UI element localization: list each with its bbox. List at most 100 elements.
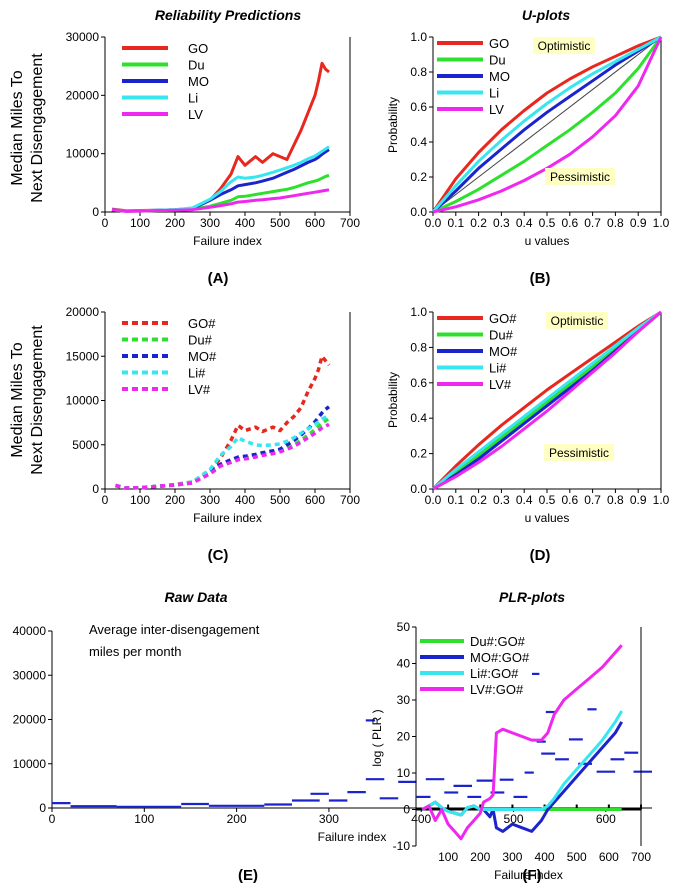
series-line-go: [115, 354, 331, 490]
x-tick-label: 600: [305, 493, 325, 507]
series-line-go: [111, 61, 330, 213]
annotation-box: [533, 37, 595, 54]
x-tick-label: 0.9: [630, 216, 647, 230]
x-tick-label: 100: [130, 216, 150, 230]
x-tick-label: 500: [270, 493, 290, 507]
legend-label: LV#: [188, 382, 211, 397]
y-tick-label: 0: [92, 205, 99, 219]
y-tick-label: 5000: [72, 438, 99, 452]
shared-ylabel-top-c: Median Miles To: [9, 342, 26, 457]
legend-label: LV#:GO#: [470, 682, 524, 697]
legend-label: Du#:GO#: [470, 634, 526, 649]
x-axis-label: u values: [525, 511, 570, 525]
x-tick-label: 0.6: [561, 216, 578, 230]
y-tick-label: 0.8: [410, 65, 427, 79]
x-tick-label: 500: [567, 850, 587, 864]
legend-label: LV: [489, 102, 504, 117]
legend-label: MO#: [489, 344, 518, 359]
x-tick-label: 100: [130, 493, 150, 507]
series-line-go: [431, 35, 662, 213]
x-axis-label: Failure index: [318, 830, 387, 844]
x-tick-label: 0.4: [516, 216, 533, 230]
chart-f: PLR-plots 100 200 300 400 500 600 700 -10 0 10 20 30…: [370, 589, 651, 882]
x-tick-label: 200: [165, 493, 185, 507]
x-tick-label: 0: [102, 493, 109, 507]
legend-label: GO: [188, 41, 208, 56]
y-tick-label: 0.4: [410, 411, 427, 425]
caption-f: (F): [522, 867, 541, 884]
x-tick-label: 500: [270, 216, 290, 230]
y-tick-label: 0: [92, 482, 99, 496]
x-tick-label: 400: [235, 493, 255, 507]
x-axis-label: u values: [525, 234, 570, 248]
x-tick-label: 700: [340, 493, 360, 507]
series-line-lvgo: [421, 644, 623, 841]
chart-title: PLR-plots: [499, 589, 565, 605]
series-line-lv: [115, 422, 330, 490]
legend-label: Du#: [489, 328, 514, 343]
annotation-box: [545, 168, 615, 185]
x-tick-label: 0: [49, 812, 56, 826]
y-tick-label: 0: [403, 803, 410, 817]
x-tick-label: 0.0: [425, 493, 442, 507]
y-tick-label: 40: [397, 657, 411, 671]
legend-label: Du: [188, 58, 205, 73]
y-tick-label: 0.2: [410, 447, 427, 461]
series-line-li: [115, 413, 330, 490]
annotation-box: [544, 444, 614, 461]
y-axis-label: log ( PLR ): [370, 709, 384, 766]
y-tick-label: 1.0: [410, 30, 427, 44]
annotation-label: Pessimistic: [549, 446, 609, 460]
legend-label: LV#: [489, 377, 512, 392]
y-tick-label: 20000: [66, 88, 100, 102]
legend-label: MO#:GO#: [470, 650, 530, 665]
x-tick-label: 300: [200, 216, 220, 230]
legend-label: GO#: [188, 316, 216, 331]
caption-e: (E): [238, 867, 258, 884]
x-tick-label: 0.0: [425, 216, 442, 230]
y-tick-label: 30: [397, 693, 411, 707]
y-tick-label: 0: [39, 801, 46, 815]
y-tick-label: 0.0: [410, 482, 427, 496]
legend-label: Li#: [489, 361, 507, 376]
y-tick-label: 10: [397, 766, 411, 780]
x-axis-label: Failure index: [494, 868, 563, 882]
shared-ylabel-bottom: Next Disengagement: [29, 53, 46, 203]
y-tick-label: 20000: [66, 305, 100, 319]
y-tick-label: 10000: [66, 394, 100, 408]
x-tick-label: 0.7: [584, 493, 601, 507]
x-tick-label: 400: [535, 850, 555, 864]
legend-label: Li#:GO#: [470, 666, 519, 681]
x-tick-label: 0.7: [584, 216, 601, 230]
series-line-du: [432, 36, 663, 214]
y-tick-label: 1.0: [410, 305, 427, 319]
chart-title: U-plots: [522, 7, 570, 23]
shared-ylabel-bottom-c: Next Disengagement: [29, 325, 46, 475]
caption-c: (C): [208, 547, 229, 564]
x-tick-label: 700: [631, 850, 651, 864]
x-tick-label: 0.6: [561, 493, 578, 507]
x-tick-label: 400: [411, 812, 431, 826]
legend-label: MO: [489, 69, 510, 84]
legend-label: Du#: [188, 333, 213, 348]
x-tick-label: 300: [200, 493, 220, 507]
annotation-label: Pessimistic: [550, 170, 610, 184]
annotation-box: [546, 312, 608, 329]
annotation-label: Optimistic: [551, 314, 604, 328]
legend-label: Li: [188, 91, 198, 106]
y-tick-label: 30000: [66, 30, 100, 44]
y-tick-label: 0.6: [410, 100, 427, 114]
legend-label: LV: [188, 107, 203, 122]
x-tick-label: 500: [504, 812, 524, 826]
x-tick-label: 0.8: [607, 493, 624, 507]
chart-c: 0 100 200 300 400 500 600 700 0 5000 10000 15000 200…: [66, 305, 361, 525]
caption-b: (B): [530, 270, 551, 287]
series-line-ligo: [421, 710, 623, 817]
chart-b: U-plots 0.0 0.1 0.2 0.3 0.4 0.5 0.6 0.7 0.8 0.9 1.0…: [386, 7, 670, 248]
x-tick-label: 0.5: [539, 493, 556, 507]
x-tick-label: 0.2: [470, 493, 487, 507]
series-line-lv: [111, 188, 330, 213]
legend-label: Li: [489, 86, 499, 101]
x-tick-label: 0.1: [447, 493, 464, 507]
